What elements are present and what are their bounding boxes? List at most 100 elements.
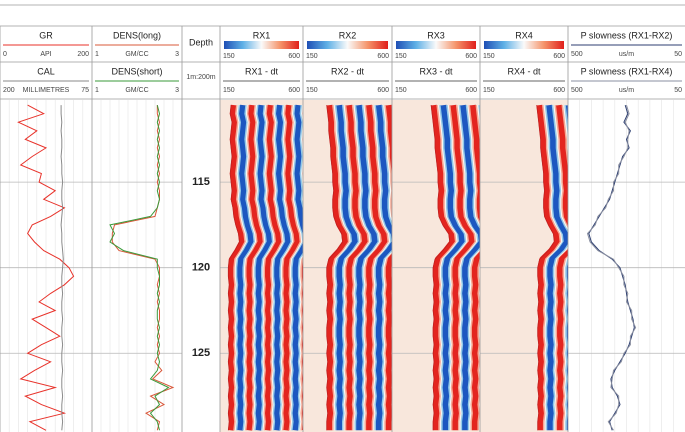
track-separators [0, 26, 569, 432]
waveform-band [551, 104, 568, 431]
scale-start: 1 [95, 87, 99, 94]
scale-start: 1 [95, 51, 99, 58]
curve-name: P slowness (RX1-RX4) [581, 66, 673, 76]
dt-min: 150 [395, 87, 407, 94]
waveform-band [271, 105, 285, 431]
waveform-band [243, 105, 257, 431]
dt-min: 150 [306, 87, 318, 94]
curve-name: GR [39, 30, 53, 40]
curve-name: CAL [37, 66, 55, 76]
waveform-band [439, 104, 460, 431]
waveform-band [292, 104, 303, 431]
track-name: RX3 [427, 30, 445, 40]
colorbar-max: 600 [377, 53, 389, 60]
scale-unit: GM/CC [125, 51, 148, 58]
dt-max: 600 [377, 87, 389, 94]
dt-name: RX3 - dt [419, 66, 453, 76]
scale-unit: GM/CC [125, 87, 148, 94]
waveform-band [371, 104, 390, 431]
waveform [227, 104, 303, 431]
waveform-band [280, 105, 294, 431]
waveform-band [234, 105, 248, 431]
waveform-band [242, 105, 256, 431]
colorbar-min: 150 [223, 53, 235, 60]
waveform-band [332, 104, 350, 431]
arrival-line [536, 105, 555, 431]
waveform-band [254, 105, 268, 431]
track-name: RX4 [515, 30, 533, 40]
waveform-band [272, 105, 286, 431]
waveform-band [245, 105, 259, 431]
waveform-band [385, 104, 392, 431]
waveform-band [288, 105, 302, 431]
waveform-band [446, 104, 467, 431]
scale-start: 500 [571, 51, 583, 58]
colorbar [396, 41, 476, 49]
waveform-band [447, 105, 468, 431]
dt-name: RX1 - dt [245, 66, 279, 76]
waveform-band [336, 104, 359, 431]
waveform-band [564, 104, 568, 431]
waveform-band [383, 105, 392, 431]
dt-min: 150 [223, 87, 235, 94]
scale-start: 500 [571, 87, 583, 94]
waveform-band [536, 104, 560, 431]
curve-name: DENS(short) [111, 66, 162, 76]
waveform-band [263, 105, 277, 431]
waveform-band [274, 104, 291, 431]
waveform-band [237, 104, 254, 431]
waveform-band [255, 104, 273, 431]
header: Depth 1m:200m GR 0 API 200 CAL 200 MILLIMETRES… [3, 30, 682, 94]
colorbar-min: 150 [483, 53, 495, 60]
waveform-band [283, 104, 301, 431]
log-curve [60, 105, 64, 431]
waveform-band [374, 104, 392, 431]
log-curve [17, 104, 75, 431]
waveform-band [253, 105, 266, 431]
waveform-band [233, 104, 247, 431]
waveform-band [361, 104, 380, 431]
log-curve [109, 104, 170, 431]
waveform [430, 104, 480, 431]
waveform-band [475, 104, 480, 431]
waveform-band [281, 104, 295, 431]
waveform-band [246, 104, 264, 431]
waveform-band [300, 106, 303, 431]
waveform-band [384, 104, 392, 431]
waveform-band [334, 104, 353, 431]
waveform-band [364, 104, 383, 431]
waveform-band [546, 104, 568, 431]
waveform-band [460, 104, 480, 431]
scale-end: 50 [674, 87, 682, 94]
scale-end: 50 [674, 51, 682, 58]
curve-name: P slowness (RX1-RX2) [581, 30, 673, 40]
waveform-band [260, 105, 274, 431]
depth-label: 110 [192, 90, 210, 102]
track-name: RX2 [339, 30, 357, 40]
depth-scale: 1m:200m [186, 74, 215, 81]
scale-end: 3 [175, 87, 179, 94]
colorbar-min: 150 [395, 53, 407, 60]
waveform-band [354, 104, 373, 431]
waveform-band [450, 104, 475, 431]
depth-label: 115 [192, 176, 210, 188]
waveform-band [265, 104, 282, 431]
data-area: 110 115 120 125 [0, 90, 685, 431]
colorbar [307, 41, 388, 49]
waveform-band [363, 105, 381, 431]
depth-title: Depth [189, 37, 213, 47]
log-curve [111, 105, 175, 431]
scale-start: 0 [3, 51, 7, 58]
waveform-band [381, 104, 392, 431]
dt-name: RX2 - dt [331, 66, 365, 76]
waveform-band [343, 105, 361, 431]
scale-end: 200 [77, 51, 89, 58]
track-name: RX1 [253, 30, 271, 40]
waveform-band [279, 105, 293, 431]
colorbar-max: 600 [288, 53, 300, 60]
colorbar [224, 41, 299, 49]
waveform-band [554, 104, 568, 431]
waveform-band [262, 105, 275, 431]
waveform-band [458, 104, 480, 431]
